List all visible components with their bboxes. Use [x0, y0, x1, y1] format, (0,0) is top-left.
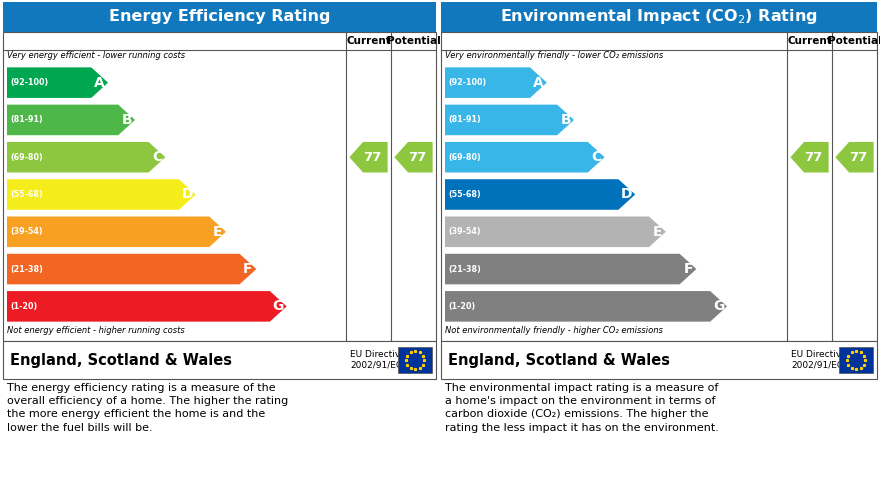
Bar — [3, 32, 436, 341]
Text: Energy Efficiency Rating: Energy Efficiency Rating — [109, 9, 330, 25]
Polygon shape — [7, 291, 287, 321]
Polygon shape — [445, 216, 666, 247]
Text: (21-38): (21-38) — [10, 265, 43, 274]
Text: C: C — [591, 150, 601, 164]
Text: (92-100): (92-100) — [10, 78, 48, 87]
Text: B: B — [561, 113, 571, 127]
Polygon shape — [394, 142, 433, 173]
Polygon shape — [445, 179, 635, 210]
Text: (1-20): (1-20) — [10, 302, 37, 311]
Polygon shape — [445, 105, 574, 135]
Text: (92-100): (92-100) — [448, 78, 487, 87]
Bar — [398, 347, 432, 373]
Bar — [441, 32, 877, 341]
Polygon shape — [445, 254, 696, 284]
Bar — [441, 2, 877, 32]
Text: (21-38): (21-38) — [448, 265, 480, 274]
Text: EU Directive
2002/91/EC: EU Directive 2002/91/EC — [791, 351, 847, 370]
Polygon shape — [445, 68, 546, 98]
Text: Very environmentally friendly - lower CO₂ emissions: Very environmentally friendly - lower CO… — [445, 51, 664, 60]
Polygon shape — [349, 142, 387, 173]
Text: 77: 77 — [849, 151, 867, 164]
Text: 77: 77 — [407, 151, 426, 164]
Text: Current: Current — [346, 36, 391, 46]
Text: (69-80): (69-80) — [448, 153, 480, 162]
Bar — [3, 341, 436, 379]
Polygon shape — [445, 142, 605, 173]
Text: (81-91): (81-91) — [448, 115, 480, 124]
Text: (1-20): (1-20) — [448, 302, 475, 311]
Text: (39-54): (39-54) — [10, 227, 42, 236]
Text: E: E — [653, 225, 662, 239]
Text: Not environmentally friendly - higher CO₂ emissions: Not environmentally friendly - higher CO… — [445, 326, 663, 335]
Polygon shape — [7, 254, 256, 284]
Text: Potential: Potential — [827, 36, 880, 46]
Text: The energy efficiency rating is a measure of the
overall efficiency of a home. T: The energy efficiency rating is a measur… — [7, 383, 289, 432]
Text: A: A — [94, 75, 105, 90]
Text: F: F — [243, 262, 253, 276]
Text: Potential: Potential — [386, 36, 440, 46]
Polygon shape — [7, 179, 195, 210]
Text: Very energy efficient - lower running costs: Very energy efficient - lower running co… — [7, 51, 185, 60]
Text: D: D — [181, 187, 193, 202]
Text: (69-80): (69-80) — [10, 153, 43, 162]
Text: England, Scotland & Wales: England, Scotland & Wales — [448, 352, 670, 367]
Polygon shape — [790, 142, 829, 173]
Text: Environmental Impact (CO$_2$) Rating: Environmental Impact (CO$_2$) Rating — [500, 7, 818, 27]
Bar — [441, 341, 877, 379]
Text: The environmental impact rating is a measure of
a home's impact on the environme: The environmental impact rating is a mea… — [445, 383, 719, 432]
Text: (55-68): (55-68) — [10, 190, 43, 199]
Text: E: E — [213, 225, 223, 239]
Text: 77: 77 — [803, 151, 822, 164]
Text: C: C — [152, 150, 162, 164]
Text: B: B — [121, 113, 132, 127]
Text: England, Scotland & Wales: England, Scotland & Wales — [10, 352, 232, 367]
Text: EU Directive
2002/91/EC: EU Directive 2002/91/EC — [350, 351, 406, 370]
Text: Current: Current — [787, 36, 832, 46]
Text: Not energy efficient - higher running costs: Not energy efficient - higher running co… — [7, 326, 185, 335]
Polygon shape — [7, 105, 135, 135]
Polygon shape — [445, 291, 727, 321]
Text: F: F — [683, 262, 693, 276]
Text: (55-68): (55-68) — [448, 190, 480, 199]
Bar — [839, 347, 873, 373]
Text: G: G — [273, 299, 284, 314]
Text: D: D — [621, 187, 633, 202]
Text: A: A — [533, 75, 544, 90]
Polygon shape — [7, 142, 165, 173]
Bar — [3, 2, 436, 32]
Text: G: G — [713, 299, 724, 314]
Polygon shape — [7, 68, 108, 98]
Text: 77: 77 — [363, 151, 381, 164]
Text: (81-91): (81-91) — [10, 115, 43, 124]
Polygon shape — [7, 216, 226, 247]
Text: (39-54): (39-54) — [448, 227, 480, 236]
Polygon shape — [835, 142, 874, 173]
